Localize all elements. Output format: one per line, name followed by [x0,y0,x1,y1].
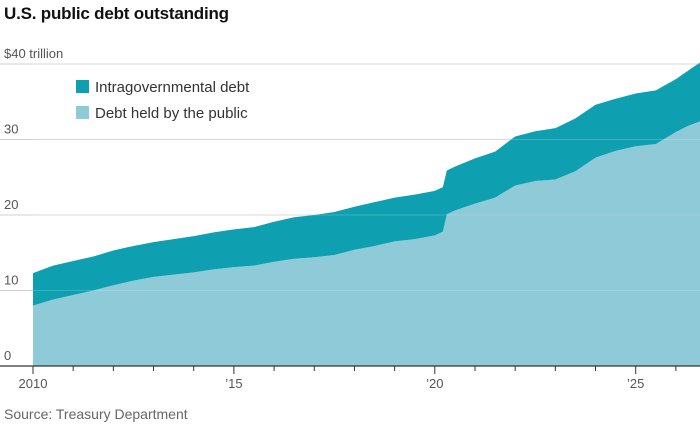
area-series [33,62,700,366]
y-tick-label-30: 30 [4,122,18,137]
x-tick-label-2015: ’15 [225,376,242,391]
area-intragovernmental-debt [33,62,700,306]
chart-title: U.S. public debt outstanding [4,4,229,23]
y-tick-label-40: $40 trillion [4,46,63,61]
x-axis: 2010 ’15 ’20 ’25 [0,365,700,391]
x-tick-label-2010: 2010 [19,376,48,391]
legend: Intragovernmental debt Debt held by the … [76,79,250,122]
legend-label-intragovernmental: Intragovernmental debt [95,79,250,96]
x-tick-label-2025: ’25 [627,376,644,391]
x-tick-label-2020: ’20 [426,376,443,391]
source-note: Source: Treasury Department [4,406,188,422]
legend-label-public: Debt held by the public [95,105,248,122]
legend-swatch-intragovernmental [76,80,89,93]
y-tick-labels: 0 10 20 30 $40 trillion [4,46,63,363]
legend-swatch-public [76,106,89,119]
area-debt-held-by-public [33,121,700,366]
y-tick-label-20: 20 [4,197,18,212]
y-tick-label-10: 10 [4,273,18,288]
y-tick-label-0: 0 [4,348,11,363]
